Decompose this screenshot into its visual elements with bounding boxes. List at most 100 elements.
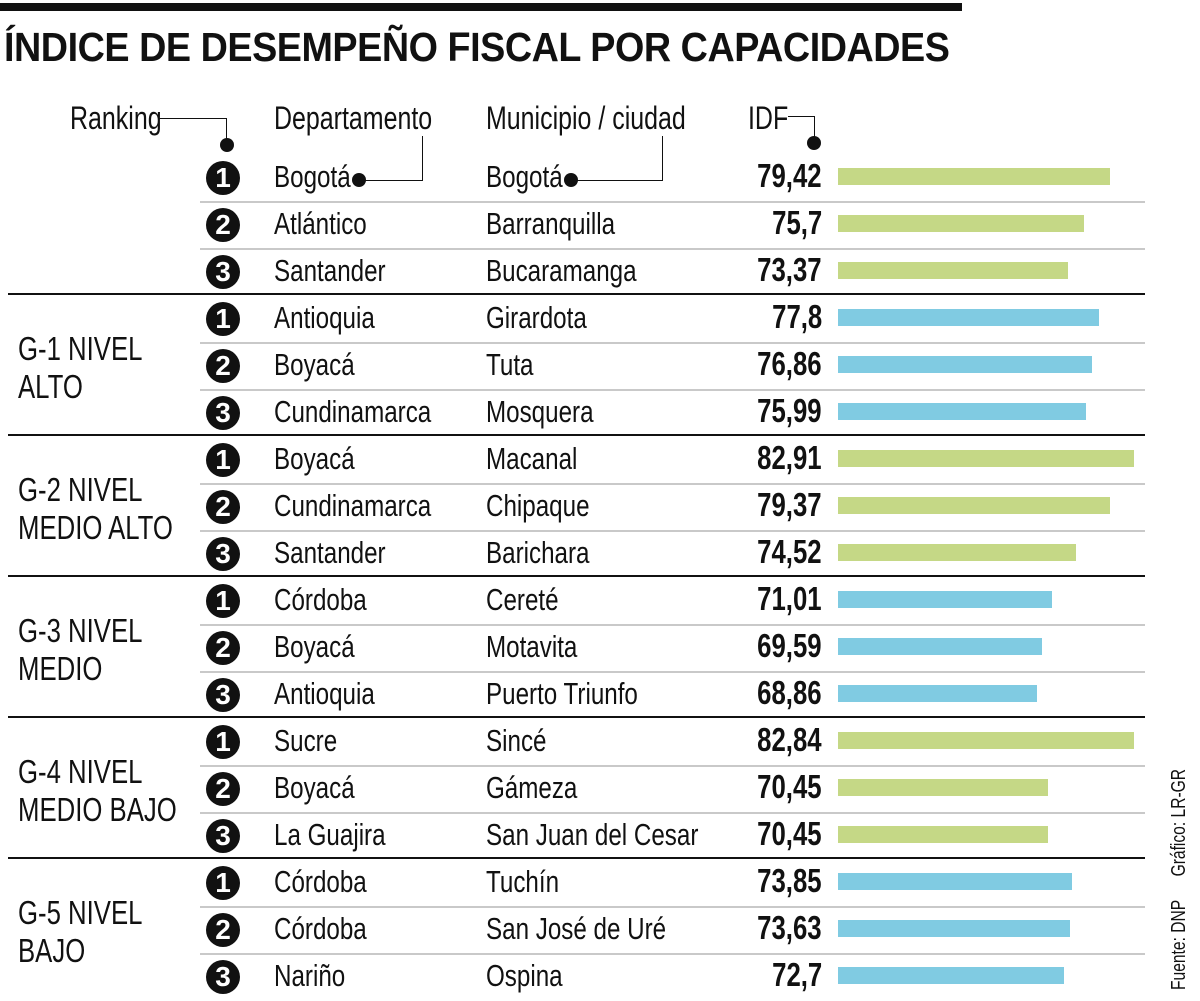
table-row: 2 Boyacá Motavita 69,59 bbox=[0, 625, 1200, 672]
table-row: 1 Boyacá Macanal 82,91 bbox=[0, 437, 1200, 484]
idf-bar bbox=[838, 873, 1072, 890]
rank-badge: 3 bbox=[206, 537, 240, 571]
municipio-cell: Sincé bbox=[486, 723, 547, 758]
idf-connector bbox=[788, 116, 815, 139]
idf-value: 70,45 bbox=[757, 815, 822, 852]
departamento-cell: Antioquia bbox=[274, 300, 375, 335]
rank-badge: 3 bbox=[206, 960, 240, 994]
departamento-cell: Boyacá bbox=[274, 770, 355, 805]
table-row: 2 Córdoba San José de Uré 73,63 bbox=[0, 907, 1200, 954]
municipio-cell: Bucaramanga bbox=[486, 253, 637, 288]
group-separator bbox=[8, 293, 1145, 295]
departamento-cell: Atlántico bbox=[274, 206, 367, 241]
table-row: 1 Córdoba Cereté 71,01 bbox=[0, 578, 1200, 625]
rank-badge: 1 bbox=[206, 443, 240, 477]
idf-value: 77,8 bbox=[771, 298, 822, 335]
departamento-cell: Boyacá bbox=[274, 629, 355, 664]
row-separator bbox=[200, 812, 1145, 814]
rank-badge: 1 bbox=[206, 584, 240, 618]
table-row: 3 Nariño Ospina 72,7 bbox=[0, 954, 1200, 1001]
idf-bar bbox=[838, 779, 1049, 796]
municipio-cell: Motavita bbox=[486, 629, 578, 664]
idf-bar bbox=[838, 309, 1099, 326]
header-idf: IDF bbox=[748, 100, 789, 136]
rank-badge: 3 bbox=[206, 678, 240, 712]
idf-value: 75,99 bbox=[757, 392, 822, 429]
municipio-connector bbox=[574, 136, 663, 181]
idf-bar bbox=[838, 685, 1038, 702]
idf-bar bbox=[838, 450, 1135, 467]
municipio-cell: Barichara bbox=[486, 535, 590, 570]
rank-badge: 3 bbox=[206, 396, 240, 430]
table-row: 1 Bogotá Bogotá 79,42 bbox=[0, 155, 1200, 202]
rank-badge: 2 bbox=[206, 349, 240, 383]
departamento-cell: Santander bbox=[274, 253, 386, 288]
table-row: 2 Atlántico Barranquilla 75,7 bbox=[0, 202, 1200, 249]
source-credit: Fuente: DNP Gráfico: LR-GR bbox=[1168, 707, 1191, 990]
idf-bar bbox=[838, 591, 1052, 608]
idf-bar bbox=[838, 168, 1110, 185]
municipio-cell: Barranquilla bbox=[486, 206, 616, 241]
municipio-cell: Girardota bbox=[486, 300, 587, 335]
rank-badge: 2 bbox=[206, 631, 240, 665]
row-separator bbox=[200, 483, 1145, 485]
municipio-cell: San José de Uré bbox=[486, 911, 667, 946]
group-separator bbox=[8, 857, 1145, 859]
idf-dot bbox=[807, 136, 821, 150]
departamento-cell: Cundinamarca bbox=[274, 394, 432, 429]
credit-text: Gráfico: LR-GR bbox=[1168, 768, 1190, 877]
idf-value: 72,7 bbox=[771, 956, 822, 993]
departamento-cell: Córdoba bbox=[274, 582, 367, 617]
source-text: Fuente: DNP bbox=[1168, 899, 1190, 990]
ranking-connector bbox=[158, 118, 227, 145]
municipio-cell: Macanal bbox=[486, 441, 578, 476]
idf-value: 79,37 bbox=[757, 486, 822, 523]
departamento-cell: Sucre bbox=[274, 723, 338, 758]
table-row: 2 Boyacá Tuta 76,86 bbox=[0, 343, 1200, 390]
header-departamento: Departamento bbox=[274, 100, 433, 136]
municipio-cell: Gámeza bbox=[486, 770, 578, 805]
row-separator bbox=[200, 342, 1145, 344]
idf-value: 79,42 bbox=[757, 157, 822, 194]
table-row: 3 Antioquia Puerto Triunfo 68,86 bbox=[0, 672, 1200, 719]
table-row: 2 Boyacá Gámeza 70,45 bbox=[0, 766, 1200, 813]
municipio-cell: Tuchín bbox=[486, 864, 560, 899]
idf-value: 71,01 bbox=[757, 580, 822, 617]
rank-badge: 1 bbox=[206, 302, 240, 336]
ranking-dot bbox=[220, 138, 234, 152]
group-separator bbox=[8, 716, 1145, 718]
chart-title: ÍNDICE DE DESEMPEÑO FISCAL POR CAPACIDAD… bbox=[4, 24, 950, 70]
top-rule bbox=[0, 3, 962, 11]
municipio-cell: Puerto Triunfo bbox=[486, 676, 638, 711]
idf-bar bbox=[838, 967, 1064, 984]
rank-badge: 2 bbox=[206, 490, 240, 524]
group-separator bbox=[8, 575, 1145, 577]
rank-badge: 2 bbox=[206, 772, 240, 806]
rank-badge: 3 bbox=[206, 819, 240, 853]
idf-bar bbox=[838, 826, 1049, 843]
row-separator bbox=[200, 201, 1145, 203]
table-row: 1 Sucre Sincé 82,84 bbox=[0, 719, 1200, 766]
table-row: 1 Córdoba Tuchín 73,85 bbox=[0, 860, 1200, 907]
table-row: 3 La Guajira San Juan del Cesar 70,45 bbox=[0, 813, 1200, 860]
departamento-cell: Antioquia bbox=[274, 676, 375, 711]
municipio-cell: Mosquera bbox=[486, 394, 594, 429]
table-row: 1 Antioquia Girardota 77,8 bbox=[0, 296, 1200, 343]
idf-value: 74,52 bbox=[757, 533, 822, 570]
departamento-cell: Cundinamarca bbox=[274, 488, 432, 523]
group-label: G-1 NIVEL ALTO bbox=[18, 330, 143, 405]
municipio-cell: Chipaque bbox=[486, 488, 590, 523]
rank-badge: 2 bbox=[206, 913, 240, 947]
rank-badge: 1 bbox=[206, 725, 240, 759]
idf-value: 70,45 bbox=[757, 768, 822, 805]
row-separator bbox=[200, 671, 1145, 673]
row-separator bbox=[200, 765, 1145, 767]
idf-bar bbox=[838, 920, 1071, 937]
idf-value: 73,85 bbox=[757, 862, 822, 899]
idf-value: 75,7 bbox=[771, 204, 822, 241]
idf-bar bbox=[838, 638, 1043, 655]
idf-value: 76,86 bbox=[757, 345, 822, 382]
idf-bar bbox=[838, 732, 1134, 749]
table-row: 2 Cundinamarca Chipaque 79,37 bbox=[0, 484, 1200, 531]
table-row: 3 Santander Barichara 74,52 bbox=[0, 531, 1200, 578]
